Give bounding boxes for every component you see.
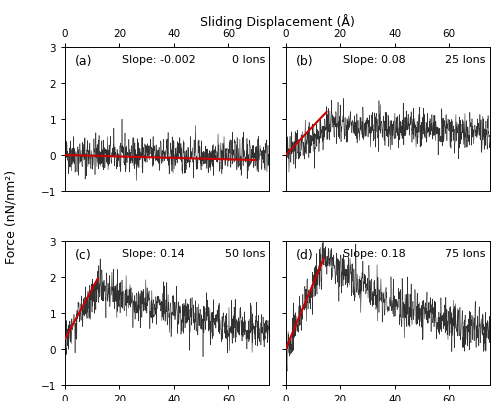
Text: Slope: 0.14: Slope: 0.14: [122, 249, 185, 259]
Text: Slope: 0.18: Slope: 0.18: [343, 249, 406, 259]
Text: (c): (c): [75, 249, 92, 262]
Text: (d): (d): [296, 249, 314, 262]
Text: 75 Ions: 75 Ions: [446, 249, 486, 259]
Text: 50 Ions: 50 Ions: [225, 249, 265, 259]
Text: Slope: -0.002: Slope: -0.002: [122, 55, 196, 65]
Text: 0 Ions: 0 Ions: [232, 55, 265, 65]
Text: Slope: 0.08: Slope: 0.08: [343, 55, 406, 65]
Text: Force (nN/nm²): Force (nN/nm²): [5, 170, 18, 263]
Text: (b): (b): [296, 55, 314, 68]
Text: (a): (a): [75, 55, 92, 68]
Text: Sliding Displacement (Å): Sliding Displacement (Å): [200, 14, 355, 29]
Text: 25 Ions: 25 Ions: [446, 55, 486, 65]
